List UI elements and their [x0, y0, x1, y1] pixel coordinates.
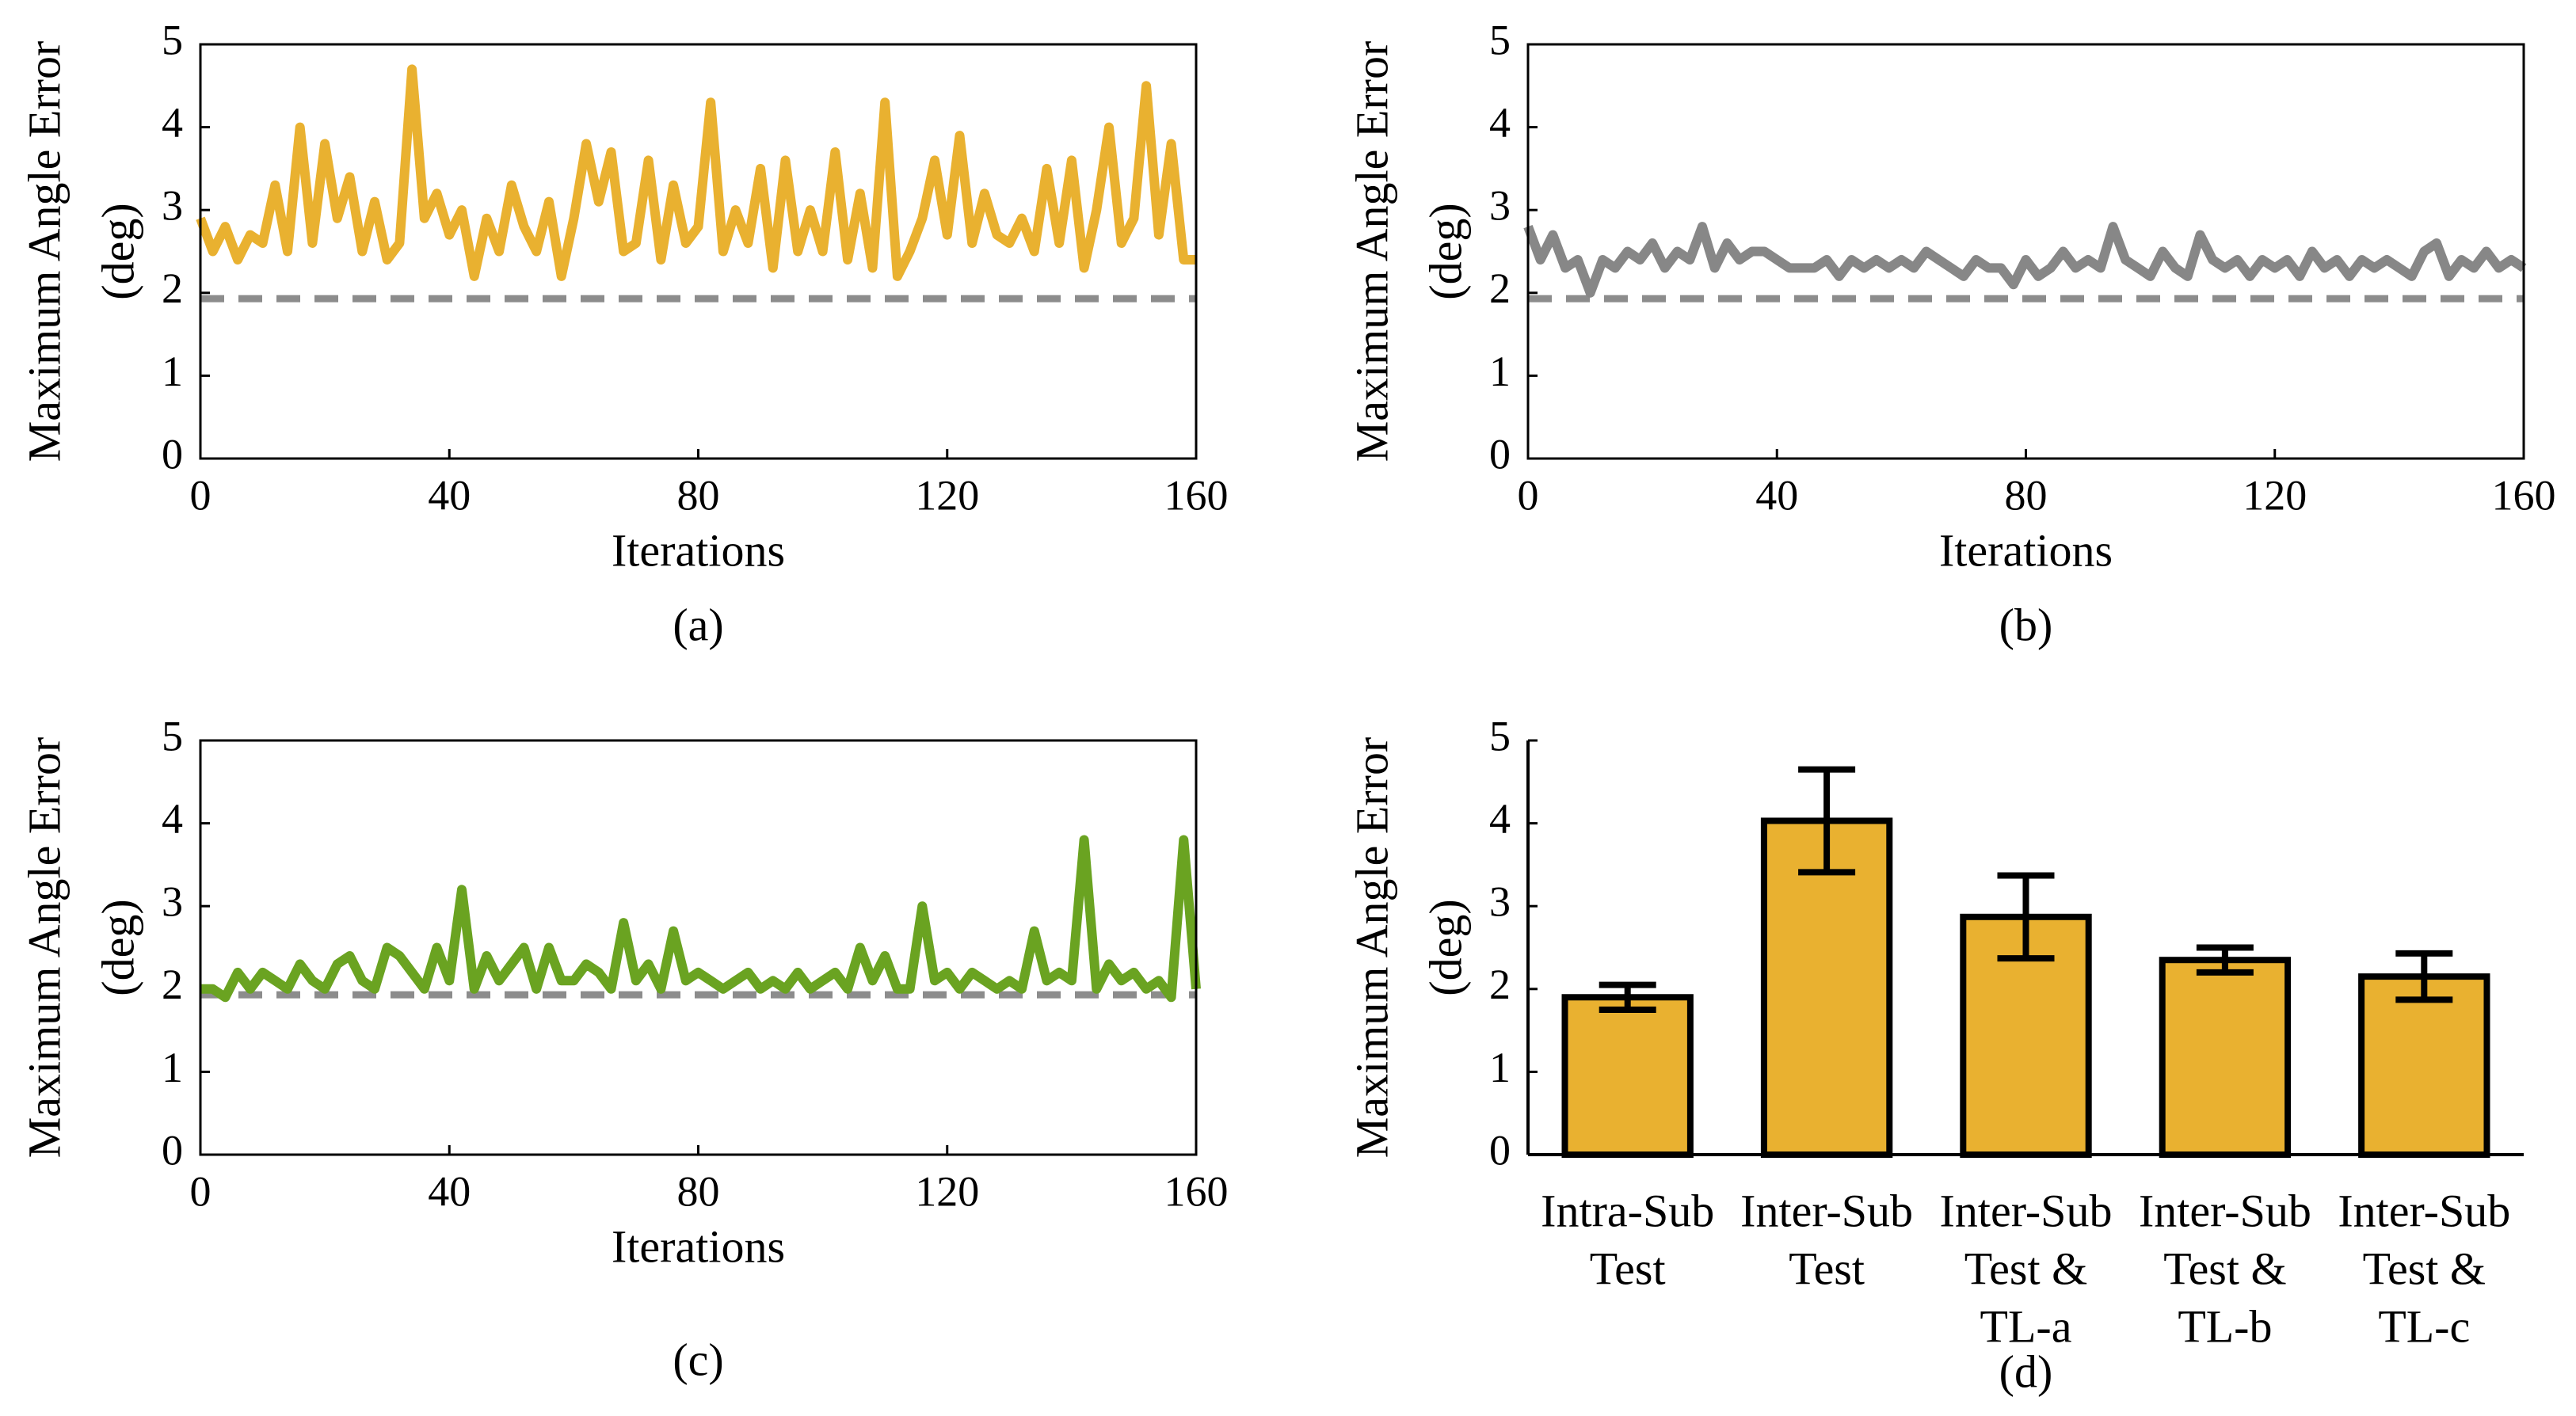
x-tick-label: 0	[190, 471, 211, 519]
y-axis-label: Maximum Angle Error	[18, 41, 70, 462]
y-axis-label: Maximum Angle Error	[1346, 737, 1397, 1159]
y-tick-label: 2	[162, 265, 183, 312]
plot-frame	[1526, 43, 2525, 460]
y-tick-label: 3	[1489, 878, 1511, 926]
x-tick-label: Test &	[2363, 1243, 2486, 1294]
x-tick-label: 40	[428, 1167, 471, 1215]
caption: (c)	[673, 1334, 723, 1385]
x-tick-label: TL-a	[1980, 1300, 2072, 1352]
y-tick-label: 1	[162, 348, 183, 395]
x-tick-label: Intra-Sub	[1541, 1185, 1714, 1236]
x-tick-label: 0	[1518, 471, 1539, 519]
bar	[2358, 973, 2490, 1158]
x-tick-label: 120	[2243, 471, 2307, 519]
y-tick-label: 2	[1489, 961, 1511, 1008]
x-axis-label: Iterations	[1939, 524, 2113, 576]
y-tick-label: 2	[1489, 265, 1511, 312]
y-tick-label: 5	[1489, 712, 1511, 759]
y-tick-label: 4	[162, 795, 183, 843]
y-tick-label: 2	[162, 961, 183, 1008]
y-tick-label: 5	[162, 712, 183, 759]
y-tick-label: 1	[1489, 348, 1511, 395]
x-tick-label: Test &	[2163, 1243, 2286, 1294]
plot-frame	[199, 43, 1198, 460]
bar	[1561, 994, 1694, 1159]
caption: (d)	[1999, 1346, 2053, 1397]
x-tick-label: Test	[1590, 1243, 1666, 1294]
y-axis-label: (deg)	[92, 899, 143, 995]
x-tick-label: 80	[677, 1167, 720, 1215]
x-tick-label: Inter-Sub	[2139, 1185, 2311, 1236]
x-tick-label: TL-c	[2378, 1300, 2470, 1352]
data-line	[200, 835, 1201, 1003]
x-tick-label: 160	[1164, 1167, 1229, 1215]
y-tick-label: 3	[162, 878, 183, 926]
x-tick-label: TL-b	[2178, 1300, 2272, 1352]
x-tick-label: 160	[2492, 471, 2556, 519]
x-tick-label: Inter-Sub	[2338, 1185, 2510, 1236]
caption: (a)	[673, 599, 723, 650]
y-tick-label: 1	[162, 1044, 183, 1091]
x-tick-label: 40	[428, 471, 471, 519]
y-tick-label: 3	[1489, 182, 1511, 230]
data-line	[196, 64, 1196, 281]
y-tick-label: 5	[162, 16, 183, 63]
y-tick-label: 3	[162, 182, 183, 230]
plot-frame	[199, 739, 1198, 1156]
data-line	[1523, 222, 2527, 298]
x-axis-label: Iterations	[612, 1220, 785, 1272]
y-tick-label: 4	[1489, 795, 1511, 843]
x-tick-label: Inter-Sub	[1940, 1185, 2113, 1236]
y-tick-label: 0	[162, 430, 183, 478]
x-tick-label: 80	[2005, 471, 2048, 519]
y-axis-label: Maximum Angle Error	[1346, 41, 1397, 462]
x-tick-label: 40	[1755, 471, 1798, 519]
x-tick-label: 80	[677, 471, 720, 519]
y-axis-label: (deg)	[1419, 203, 1471, 299]
caption: (b)	[1999, 599, 2053, 650]
x-tick-label: Inter-Sub	[1740, 1185, 1913, 1236]
y-tick-label: 1	[1489, 1044, 1511, 1091]
y-axis-label: Maximum Angle Error	[18, 737, 70, 1159]
x-tick-label: 0	[190, 1167, 211, 1215]
y-tick-label: 0	[1489, 430, 1511, 478]
y-tick-label: 0	[162, 1126, 183, 1174]
x-tick-label: 120	[915, 1167, 979, 1215]
x-tick-label: Test	[1789, 1243, 1865, 1294]
y-tick-label: 5	[1489, 16, 1511, 63]
y-tick-label: 4	[1489, 99, 1511, 147]
y-tick-label: 4	[162, 99, 183, 147]
x-tick-label: 160	[1164, 471, 1229, 519]
y-tick-label: 0	[1489, 1126, 1511, 1174]
x-tick-label: Test &	[1964, 1243, 2087, 1294]
y-axis-label: (deg)	[92, 203, 143, 299]
x-axis-label: Iterations	[612, 524, 785, 576]
y-axis-label: (deg)	[1419, 899, 1471, 995]
bar	[2159, 957, 2292, 1158]
x-tick-label: 120	[915, 471, 979, 519]
